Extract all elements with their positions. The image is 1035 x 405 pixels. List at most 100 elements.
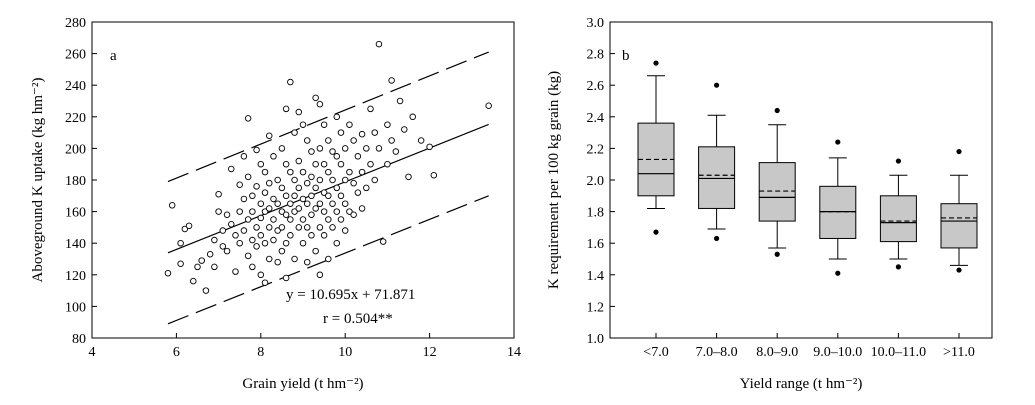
data-point [274, 176, 281, 184]
data-point [384, 160, 391, 168]
prediction-band [167, 51, 489, 325]
data-point [232, 268, 239, 275]
data-point [312, 205, 319, 212]
data-point [341, 200, 349, 207]
data-point [312, 94, 319, 102]
data-point [320, 189, 328, 196]
data-point [232, 232, 239, 239]
outlier-point [714, 235, 720, 242]
data-point [282, 211, 290, 219]
y-tick-label-b: 2.0 [587, 174, 605, 189]
data-point [392, 148, 400, 155]
data-point [282, 192, 290, 200]
data-point [312, 184, 319, 192]
data-point [316, 224, 324, 231]
data-point [417, 137, 425, 144]
outlier-point [653, 229, 659, 235]
box-group [758, 107, 796, 257]
data-point [320, 208, 328, 215]
data-point [485, 102, 492, 109]
data-point [320, 121, 328, 128]
data-point [219, 243, 227, 250]
data-point [316, 200, 324, 207]
data-point [282, 274, 290, 282]
data-point [325, 168, 332, 176]
data-point [249, 263, 256, 271]
data-point [295, 108, 303, 116]
y-tick-label-a: 240 [65, 79, 86, 94]
data-point [219, 227, 227, 234]
data-point [270, 195, 277, 203]
data-point [295, 157, 303, 165]
data-point [253, 224, 260, 231]
data-point [325, 255, 332, 263]
outlier-point [774, 251, 780, 257]
outlier-point [835, 139, 841, 145]
data-point [274, 258, 281, 266]
data-point [291, 129, 298, 136]
data-point [261, 279, 269, 286]
y-axis-label-a: Aboveground K uptake (kg hm⁻²) [30, 78, 46, 283]
data-point [295, 184, 303, 192]
data-point [430, 172, 438, 179]
data-point [354, 153, 362, 160]
data-point [303, 200, 311, 207]
regression-equation: y = 10.695x + 71.871 [286, 287, 415, 303]
data-point [215, 208, 222, 215]
data-point [249, 208, 256, 215]
data-point [291, 255, 298, 263]
data-point [287, 78, 294, 86]
x-tick-label-b: 10.0–11.0 [871, 345, 926, 360]
data-point [270, 153, 277, 160]
data-point [265, 179, 273, 187]
data-point [299, 239, 307, 247]
data-point [371, 129, 378, 136]
data-point [274, 227, 281, 234]
y-tick-label-b: 2.8 [587, 48, 605, 63]
outlier-point [895, 264, 902, 270]
data-point [249, 192, 256, 200]
data-point [299, 216, 307, 223]
data-point [274, 200, 281, 207]
data-point [333, 208, 341, 215]
data-point [375, 145, 383, 152]
data-point [316, 176, 324, 184]
data-point [194, 263, 201, 271]
boxplot-panel-b: 1.0 1.2 1.4 1.6 1.8 2.0 2.2 2.4 2.6 2.8 3.0 <7.0 7.0… [546, 16, 993, 392]
data-point [287, 168, 294, 176]
y-tick-label-a: 180 [65, 174, 86, 189]
y-tick-label-b: 1.4 [587, 269, 605, 284]
data-point [316, 100, 324, 108]
data-point [181, 225, 189, 233]
data-point [257, 271, 265, 279]
iqr-box [819, 185, 857, 239]
data-point [261, 168, 269, 176]
data-point [316, 271, 324, 279]
x-tick-label-a: 8 [257, 345, 264, 360]
data-point [261, 239, 269, 247]
y-tick-label-a: 280 [65, 16, 86, 31]
x-tick-label-b: 7.0–8.0 [696, 345, 738, 360]
data-point [206, 251, 214, 258]
x-axis-label-b: Yield range (t hm⁻²) [740, 376, 863, 392]
data-point [228, 220, 235, 228]
data-point [287, 216, 294, 223]
data-point [249, 236, 256, 244]
data-point [223, 211, 231, 219]
data-point [253, 146, 260, 154]
x-tick-label-a: 12 [423, 345, 437, 360]
data-point [223, 247, 231, 255]
data-point [257, 232, 265, 239]
outlier-point [714, 82, 720, 88]
data-point [337, 216, 345, 223]
data-point [291, 176, 298, 184]
data-point [202, 287, 210, 294]
box-group [698, 82, 736, 242]
data-point [253, 243, 260, 250]
data-point [337, 192, 345, 200]
data-point [308, 232, 315, 239]
data-point [164, 269, 172, 277]
data-point [363, 184, 370, 192]
data-point [308, 211, 315, 219]
